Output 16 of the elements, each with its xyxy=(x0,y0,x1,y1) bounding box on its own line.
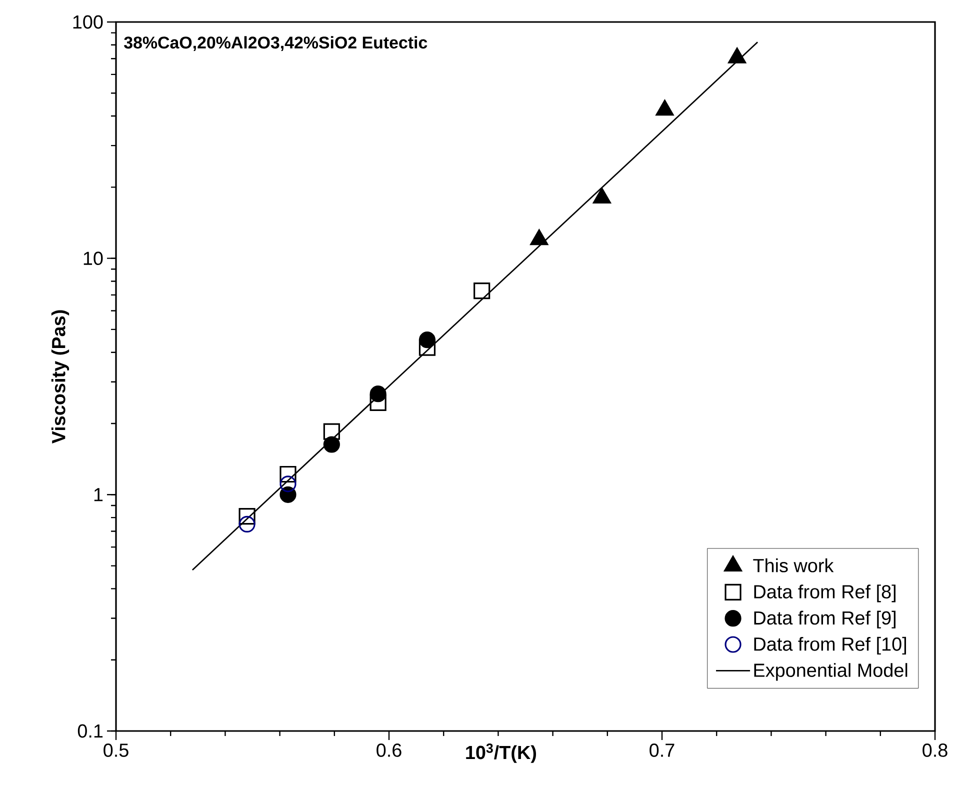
x-axis-title: 10$^{3}$/T(K) xyxy=(466,744,536,763)
y-axis-title: Viscosity (Pas) xyxy=(51,310,70,444)
text: 38%CaO,20%Al2O3,42%SiO2 Eutectic xyxy=(124,36,428,52)
y-tick-label: 100 xyxy=(73,15,103,29)
y-tick-label: 0.1 xyxy=(78,724,103,738)
legend-label: Data from Ref [8] xyxy=(754,584,896,602)
x-tick-label: 0.5 xyxy=(104,744,128,757)
x-tick-label: 0.6 xyxy=(376,744,402,757)
legend-label: Data from Ref [9] xyxy=(754,610,896,628)
legend-label: Data from Ref [10] xyxy=(754,636,906,655)
y-tick-label: 10 xyxy=(84,252,103,266)
x-tick-label: 0.8 xyxy=(922,744,948,757)
legend-label: This work xyxy=(753,558,834,572)
x-tick-label: 0.7 xyxy=(650,744,674,757)
legend-label: Exponential Model xyxy=(754,663,908,681)
y-tick-label: 1 xyxy=(94,488,103,502)
